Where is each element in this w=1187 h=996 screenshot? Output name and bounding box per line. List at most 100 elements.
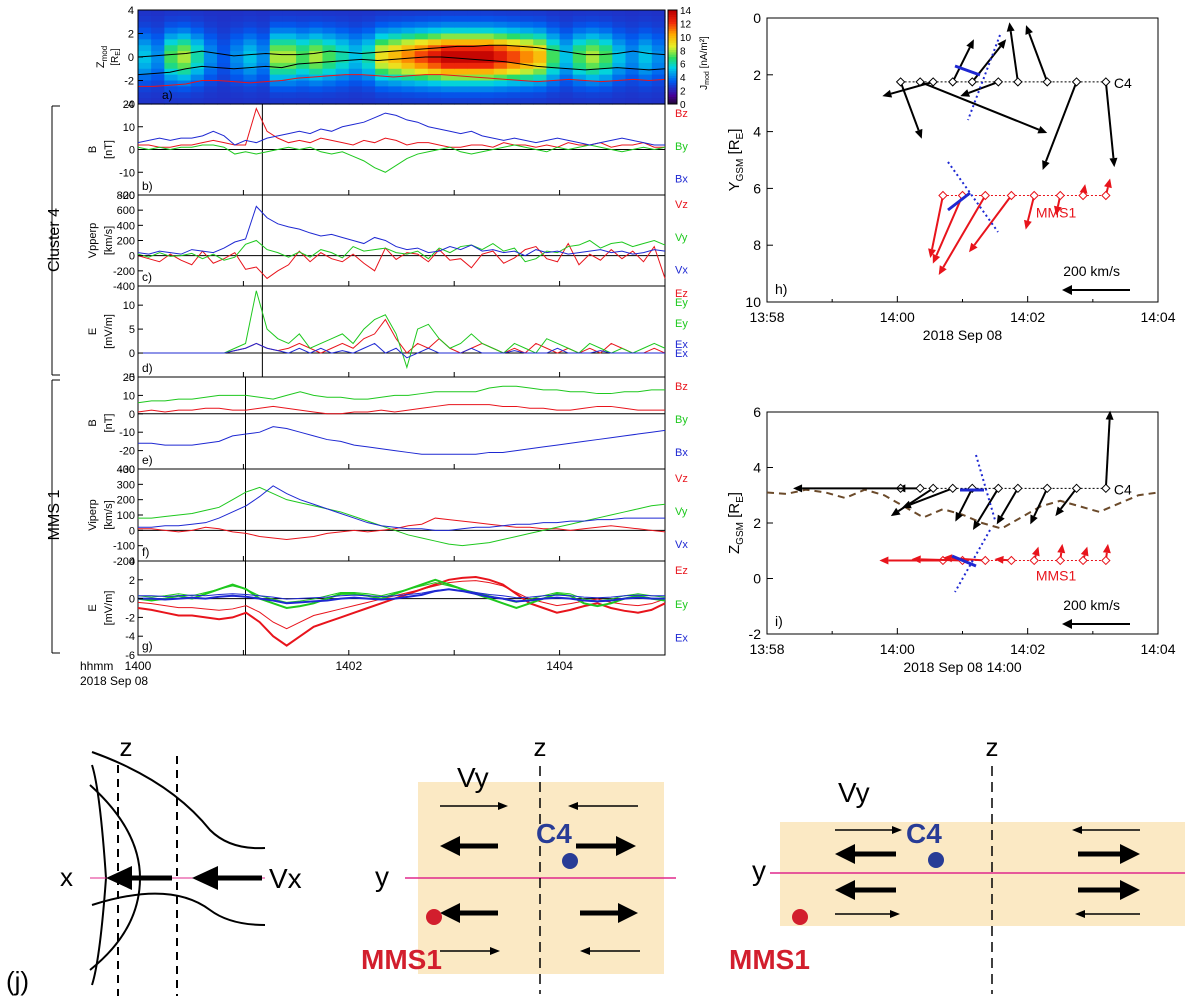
heatmap-cell <box>375 21 389 29</box>
thick-arrow-right-lower-head <box>618 903 638 923</box>
ytick-label: 20 <box>123 99 135 111</box>
heatmap-cell <box>533 33 548 40</box>
diamond-icon <box>1029 190 1039 201</box>
scale-label: 200 km/s <box>1063 597 1120 613</box>
heatmap-cell <box>282 27 297 35</box>
z-label: z <box>120 732 133 762</box>
heatmap-cell <box>388 92 403 99</box>
mms1-marker <box>426 909 442 925</box>
heatmap-cell <box>309 33 324 40</box>
heatmap-cell <box>441 80 455 87</box>
panel-g: Ez Ey Ex 4 2 0 -2 -4 -6 g) E [mV/m] <box>87 556 688 662</box>
heatmap-cell <box>177 10 192 17</box>
heatmap-cell <box>230 86 244 93</box>
legend-Ey: Ey <box>675 297 688 309</box>
heatmap-cell <box>493 80 508 87</box>
heatmap-cell <box>296 27 310 35</box>
heatmap-cell <box>256 57 271 64</box>
heatmap-cell <box>480 33 495 40</box>
thick-arrow-left-lower-head <box>835 880 855 900</box>
series-Vz <box>137 242 666 280</box>
heatmap-cell <box>546 68 561 76</box>
heatmap-cell <box>533 86 548 93</box>
thick-arrow-left-head <box>440 836 460 856</box>
heatmap-cell <box>454 86 468 93</box>
heatmap-cell <box>361 21 376 29</box>
colorbar-cell <box>668 21 677 25</box>
series-label-MMS1: MMS1 <box>1036 205 1077 221</box>
velocity-arrow-C4-head <box>1037 125 1048 134</box>
thin-arrow-left-head <box>568 802 578 810</box>
legend-By: By <box>675 414 688 426</box>
heatmap-cell <box>599 39 613 46</box>
heatmap-cell <box>151 33 165 40</box>
thick-arrow-right-head <box>616 836 636 856</box>
heatmap-cell <box>506 62 521 70</box>
velocity-arrow-C4-head <box>972 520 982 530</box>
heatmap-cell <box>151 27 165 35</box>
heatmap-cell <box>506 80 521 87</box>
ytick-label: -20 <box>119 446 135 458</box>
heatmap-cell <box>612 51 627 58</box>
heatmap-cell <box>493 74 508 82</box>
heatmap-cell <box>177 68 192 76</box>
heatmap-cell <box>282 45 297 52</box>
heatmap-cell <box>559 51 574 58</box>
heatmap-cell <box>164 10 179 17</box>
ylabel-unit: [R <box>726 503 743 522</box>
heatmap-cell <box>361 45 376 52</box>
series-By <box>137 144 666 173</box>
heatmap-cell <box>164 39 179 46</box>
heatmap-cell <box>243 10 258 17</box>
velocity-arrow-C4-shaft <box>890 80 934 95</box>
series-thin-Ex <box>138 588 665 600</box>
diamond-icon <box>1101 77 1111 87</box>
mms1-label: MMS 1 <box>46 490 63 541</box>
velocity-arrow-C4-head <box>955 511 963 522</box>
heatmap-cell <box>230 21 244 29</box>
ylabel-sub: GSM <box>735 159 746 182</box>
heatmap-cell <box>533 39 548 46</box>
velocity-arrow-MMS1-head <box>928 248 936 258</box>
heatmap-cell <box>138 39 152 46</box>
heatmap-cell <box>335 15 350 23</box>
series-Bz <box>137 404 665 415</box>
panel-label: f) <box>142 545 149 559</box>
heatmap-cell <box>506 27 521 35</box>
heatmap-line-2 <box>138 74 666 87</box>
thick-arrow-right-lower-head <box>1120 880 1140 900</box>
heatmap-cell <box>203 51 218 58</box>
heatmap-cell <box>361 51 376 58</box>
heatmap-cell <box>256 27 271 35</box>
heatmap-cell <box>335 98 350 105</box>
series-Ey <box>138 290 666 370</box>
heatmap-cell <box>335 57 350 64</box>
series-Bz <box>138 107 665 148</box>
heatmap-cell <box>520 21 534 29</box>
velocity-arrow-C4-shaft <box>1000 487 1019 518</box>
heatmap-cell <box>427 86 442 93</box>
heatmap-cell <box>190 10 205 17</box>
xlabel: 2018 Sep 08 <box>923 327 1003 343</box>
heatmap-cell <box>203 80 218 87</box>
legend-Ex: Ex <box>675 348 688 360</box>
colorbar-cell <box>668 40 677 44</box>
heatmap-cell <box>177 92 192 99</box>
yunit: [km/s] <box>103 226 115 255</box>
heatmap-cell <box>599 86 613 93</box>
series-Vx <box>137 205 666 257</box>
colorbar-cell <box>668 10 677 13</box>
velocity-arrow-C4-head <box>1105 410 1114 420</box>
heatmap-cell <box>256 86 271 93</box>
heatmap-cell <box>348 45 363 52</box>
diamond-icon <box>1078 190 1088 201</box>
panel-e: Bz By Bx 20 10 0 -10 -20 -30 e) B [nT] <box>87 372 688 476</box>
heatmap-cell <box>322 33 337 40</box>
diamond-icon <box>1013 483 1023 494</box>
heatmap-cell <box>559 98 574 105</box>
heatmap-cell <box>638 74 653 82</box>
heatmap-cell <box>651 45 666 52</box>
heatmap-cell <box>269 98 284 105</box>
heatmap-cell <box>217 92 231 99</box>
